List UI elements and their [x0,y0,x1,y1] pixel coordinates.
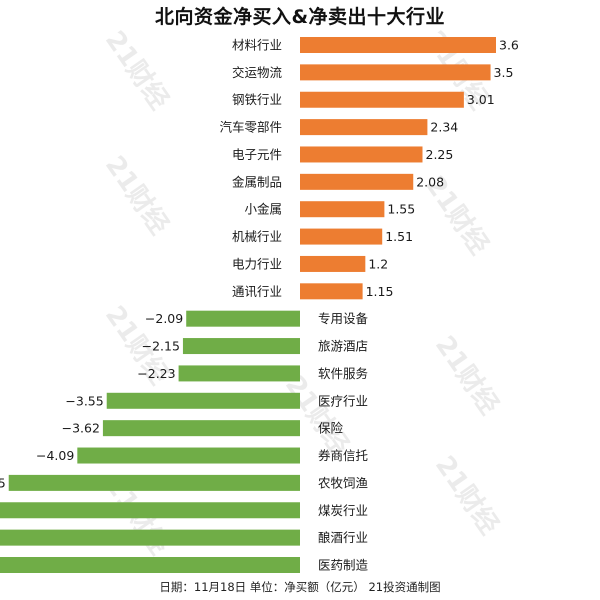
value-label: 1.55 [387,202,415,217]
category-label: 小金属 [244,202,282,217]
bar-农牧饲渔 [8,474,300,491]
value-label: −4.09 [36,448,74,463]
category-label: 软件服务 [318,366,368,381]
watermark: 21财经 [99,150,175,240]
value-label: 1.2 [368,256,388,271]
value-label: −5.35 [0,475,6,490]
bar-酿酒行业 [0,529,300,546]
value-label: −2.15 [142,339,180,354]
bar-电力行业 [300,255,366,272]
category-label: 钢铁行业 [232,92,282,107]
category-label: 电力行业 [232,256,282,271]
bar-医药制造 [0,557,300,573]
category-label: 通讯行业 [232,284,282,299]
bar-机械行业 [300,228,383,245]
labels-group: 材料行业 3.6 交运物流 3.5 钢铁行业 3.01 汽车零部件 2.34 电子元件 2.25 金… [0,38,519,573]
bar-钢铁行业 [300,91,464,108]
category-label: 煤炭行业 [318,503,368,518]
bar-券商信托 [77,447,300,464]
category-label: 券商信托 [318,448,368,463]
bar-煤炭行业 [0,502,300,519]
category-label: 专用设备 [318,311,369,326]
value-label: 1.15 [366,284,394,299]
category-label: 机械行业 [232,229,282,244]
bar-电子元件 [300,146,423,163]
category-label: 酿酒行业 [318,530,368,545]
chart-title: 北向资金净买入&净卖出十大行业 [154,6,446,28]
category-label: 医疗行业 [318,393,368,408]
bar-旅游酒店 [182,338,300,355]
bar-保险 [102,420,300,437]
watermark: 21财经 [279,370,355,460]
value-label: −3.55 [65,393,103,408]
value-label: −2.23 [137,366,175,381]
category-label: 汽车零部件 [219,120,282,135]
value-label: −3.62 [62,421,100,436]
bar-汽车零部件 [300,119,428,136]
bar-材料行业 [300,37,496,53]
category-label: 旅游酒店 [318,339,368,354]
bar-金属制品 [300,173,414,190]
category-label: 交运物流 [232,65,283,80]
value-label: 2.08 [416,174,444,189]
category-label: 医药制造 [318,558,369,573]
bar-通讯行业 [300,283,363,300]
chart-footnote: 日期：11月18日 单位：净买额（亿元） 21投资通制图 [159,580,441,594]
value-label: 2.34 [430,120,458,135]
bars-group [0,37,496,573]
category-label: 农牧饲渔 [318,475,368,490]
watermark: 21财经 [429,450,505,540]
bar-专用设备 [186,310,300,327]
category-label: 电子元件 [232,147,282,162]
value-label: −2.09 [145,311,183,326]
watermark: 21财经 [99,25,175,115]
watermark: 21财经 [429,330,505,420]
bar-软件服务 [178,365,300,382]
value-label: 1.51 [385,229,413,244]
value-label: 3.5 [494,65,514,80]
category-label: 保险 [318,421,344,436]
value-label: 2.25 [426,147,454,162]
bar-交运物流 [300,64,491,81]
bar-小金属 [300,201,385,218]
category-label: 材料行业 [232,38,282,53]
value-label: 3.6 [499,38,519,53]
value-label: 3.01 [467,92,495,107]
category-label: 金属制品 [232,174,282,189]
bar-医疗行业 [106,392,300,409]
